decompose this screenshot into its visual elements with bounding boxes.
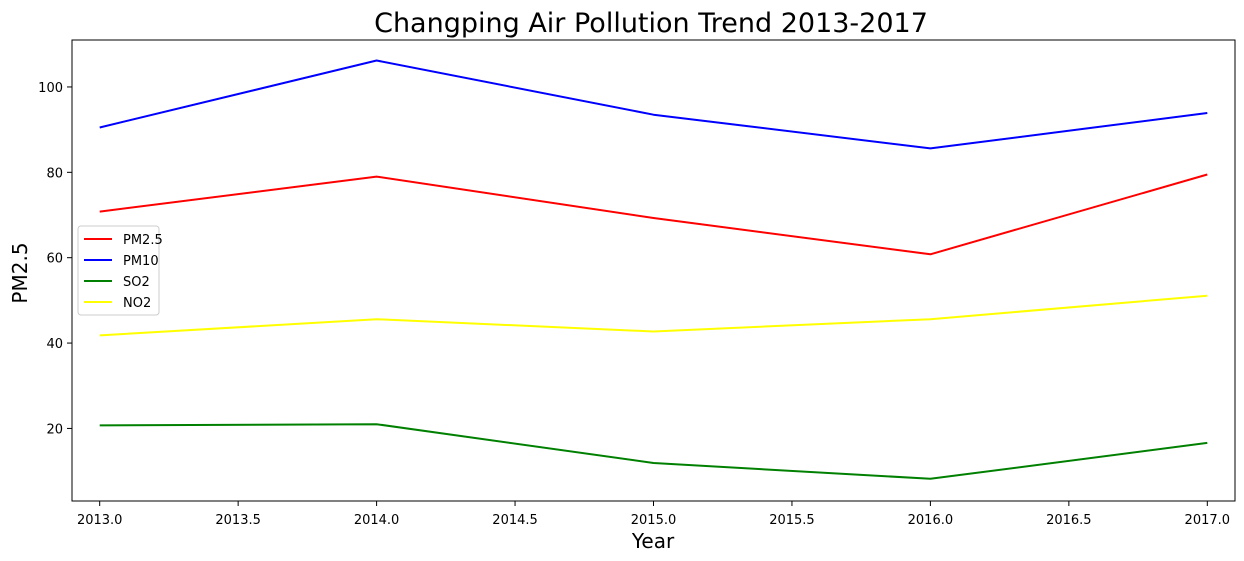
plot-area	[71, 39, 1236, 502]
legend: PM2.5 PM10 SO2 NO2	[77, 225, 163, 316]
series-layer	[99, 59, 1208, 480]
x-tick-label: 2014.5	[492, 513, 538, 528]
legend-box	[77, 225, 160, 316]
series-line-pm10	[99, 59, 1208, 150]
x-tick-label: 2013.5	[215, 513, 261, 528]
x-tick-label: 2015.0	[631, 513, 677, 528]
y-tick-label: 60	[46, 252, 63, 267]
x-tick-label: 2017.0	[1185, 513, 1231, 528]
y-axis-label: PM2.5	[8, 242, 32, 303]
series-line-so2	[99, 423, 1208, 480]
x-tick-label: 2016.5	[1046, 513, 1092, 528]
legend-label: NO2	[123, 296, 151, 311]
chart-title: Changping Air Pollution Trend 2013-2017	[374, 8, 928, 39]
x-tick-label: 2014.0	[354, 513, 400, 528]
y-axis-ticks: 20 40 60 80 100	[38, 81, 72, 437]
y-tick-label: 100	[38, 81, 63, 96]
series-line-no2	[99, 294, 1208, 337]
legend-label: SO2	[123, 275, 150, 290]
x-tick-label: 2015.5	[769, 513, 815, 528]
x-axis-label: Year	[631, 529, 675, 553]
legend-label: PM10	[123, 254, 159, 269]
x-tick-label: 2016.0	[908, 513, 954, 528]
x-tick-label: 2013.0	[77, 513, 123, 528]
y-tick-label: 80	[46, 166, 63, 181]
legend-label: PM2.5	[123, 233, 163, 248]
y-tick-label: 40	[46, 337, 63, 352]
x-axis-ticks: 2013.0 2013.5 2014.0 2014.5 2015.0 2015.5 2016…	[77, 501, 1230, 528]
series-line-pm2-5	[99, 173, 1208, 256]
y-tick-label: 20	[46, 422, 63, 437]
